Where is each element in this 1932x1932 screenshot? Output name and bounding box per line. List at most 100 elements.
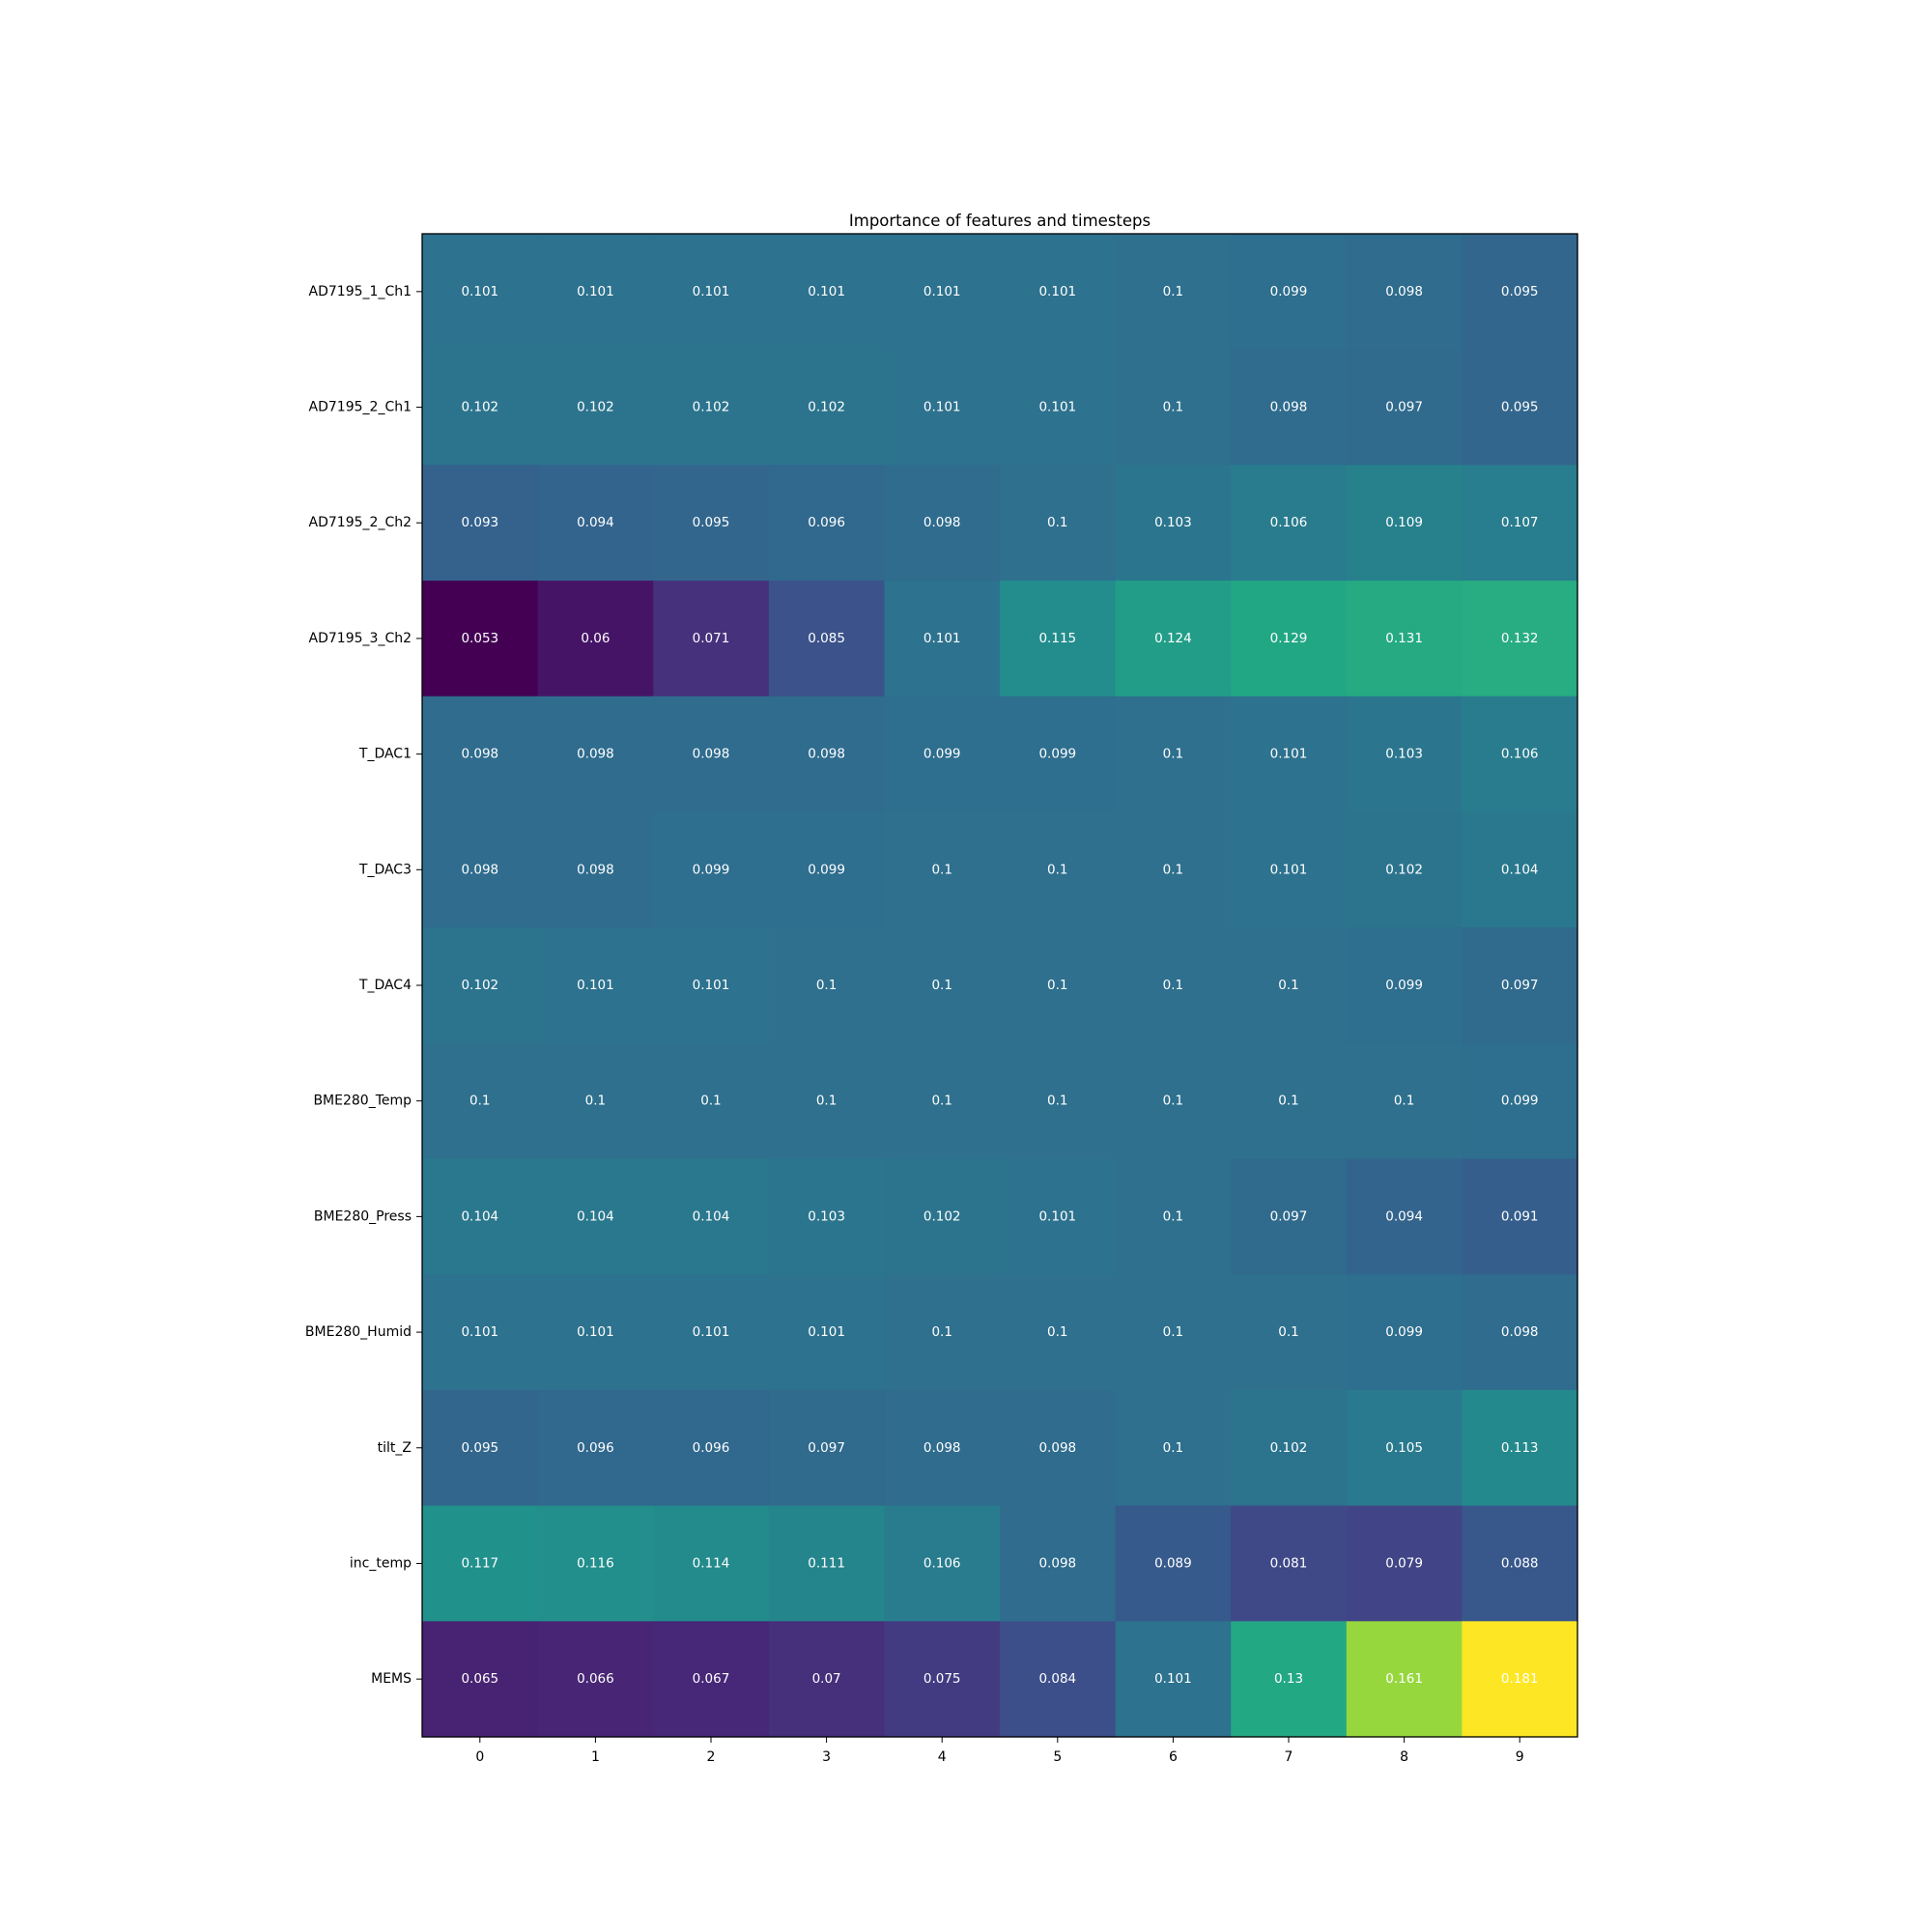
cell-value-label: 0.181 <box>1501 1671 1539 1687</box>
heatmap-cell <box>768 696 885 813</box>
cell-value-label: 0.13 <box>1274 1671 1303 1687</box>
cell-value-label: 0.096 <box>693 1440 730 1456</box>
heatmap-cell <box>1346 1389 1463 1507</box>
heatmap-cell <box>1462 1505 1578 1622</box>
cell-value-label: 0.098 <box>808 747 845 762</box>
cell-value-label: 0.085 <box>808 631 845 646</box>
heatmap-cell <box>768 1042 885 1160</box>
cell-value-label: 0.101 <box>923 631 961 646</box>
cell-value-label: 0.1 <box>1047 515 1067 530</box>
heatmap-cell <box>537 465 654 582</box>
heatmap-cell <box>1115 1389 1232 1507</box>
heatmap-cell <box>1346 349 1463 466</box>
heatmap-cell <box>1231 1389 1348 1507</box>
cell-value-label: 0.102 <box>1270 1440 1308 1456</box>
y-tick-label: T_DAC4 <box>358 978 412 993</box>
heatmap-cell <box>653 1274 770 1391</box>
cell-value-label: 0.105 <box>1385 1440 1423 1456</box>
y-tick-label: AD7195_1_Ch1 <box>309 284 412 299</box>
heatmap-cell <box>537 1389 654 1507</box>
x-tick-label: 3 <box>822 1749 831 1765</box>
heatmap-cell <box>653 1505 770 1622</box>
cell-value-label: 0.091 <box>1501 1208 1539 1224</box>
cell-value-label: 0.095 <box>461 1440 498 1456</box>
cell-value-label: 0.098 <box>1038 1555 1076 1571</box>
heatmap-cell <box>422 1274 539 1391</box>
heatmap-cell <box>884 465 1001 582</box>
heatmap-cell <box>768 811 885 928</box>
cell-value-label: 0.101 <box>1270 747 1308 762</box>
heatmap-cell <box>1346 581 1463 697</box>
cell-value-label: 0.113 <box>1501 1440 1539 1456</box>
cell-value-label: 0.101 <box>923 284 961 299</box>
heatmap-cell <box>1346 1621 1463 1738</box>
cell-value-label: 0.102 <box>1385 862 1423 877</box>
cell-value-label: 0.102 <box>577 400 614 415</box>
cell-value-label: 0.101 <box>923 400 961 415</box>
cell-value-label: 0.1 <box>1163 284 1183 299</box>
heatmap-cell <box>884 1505 1001 1622</box>
cell-value-label: 0.053 <box>461 631 498 646</box>
cell-value-label: 0.098 <box>577 862 614 877</box>
heatmap-cell <box>1115 811 1232 928</box>
cell-value-label: 0.106 <box>1270 515 1308 530</box>
cell-value-label: 0.079 <box>1385 1555 1423 1571</box>
heatmap-cell <box>653 234 770 351</box>
heatmap-cell <box>1346 1158 1463 1275</box>
cell-value-label: 0.1 <box>1047 1324 1067 1340</box>
heatmap-cell <box>1231 1274 1348 1391</box>
heatmap-cell <box>884 1042 1001 1160</box>
heatmap-cell <box>1231 1042 1348 1160</box>
heatmap-cell <box>1346 234 1463 351</box>
cell-value-label: 0.107 <box>1501 515 1539 530</box>
heatmap-cell <box>653 927 770 1044</box>
heatmap-cell <box>653 349 770 466</box>
heatmap-cell <box>1115 349 1232 466</box>
cell-value-label: 0.099 <box>1385 1324 1423 1340</box>
heatmap-cell <box>884 349 1001 466</box>
cell-value-label: 0.098 <box>461 747 498 762</box>
cell-value-label: 0.071 <box>693 631 730 646</box>
cell-value-label: 0.104 <box>461 1208 498 1224</box>
cell-value-label: 0.099 <box>1385 978 1423 993</box>
heatmap-cell <box>1462 234 1578 351</box>
heatmap-cell <box>1231 1158 1348 1275</box>
cell-value-label: 0.088 <box>1501 1555 1539 1571</box>
cell-value-label: 0.102 <box>693 400 730 415</box>
heatmap-cell <box>1115 1621 1232 1738</box>
heatmap-cell <box>768 465 885 582</box>
heatmap-cell <box>537 1505 654 1622</box>
cell-value-label: 0.1 <box>1163 747 1183 762</box>
heatmap-cell <box>537 927 654 1044</box>
heatmap-cell <box>884 234 1001 351</box>
y-tick-label: MEMS <box>371 1671 412 1687</box>
heatmap-cell <box>768 1389 885 1507</box>
heatmap-cell <box>768 1274 885 1391</box>
cell-value-label: 0.065 <box>461 1671 498 1687</box>
heatmap-cell <box>653 1621 770 1738</box>
cell-value-label: 0.1 <box>700 1094 721 1109</box>
heatmap-cell <box>768 1621 885 1738</box>
cell-value-label: 0.129 <box>1270 631 1308 646</box>
cell-value-label: 0.101 <box>577 978 614 993</box>
y-tick-label: BME280_Press <box>314 1208 412 1224</box>
cell-value-label: 0.114 <box>693 1555 730 1571</box>
cell-value-label: 0.111 <box>808 1555 845 1571</box>
cell-value-label: 0.101 <box>461 1324 498 1340</box>
heatmap-cell <box>768 234 885 351</box>
heatmap-cell <box>768 1158 885 1275</box>
cell-value-label: 0.1 <box>1163 1094 1183 1109</box>
heatmap-cell <box>768 1505 885 1622</box>
cell-value-label: 0.098 <box>923 1440 961 1456</box>
heatmap-cell <box>422 696 539 813</box>
x-tick-label: 1 <box>591 1749 600 1765</box>
cell-value-label: 0.103 <box>1154 515 1192 530</box>
cell-value-label: 0.1 <box>816 978 837 993</box>
heatmap-cell <box>1000 581 1117 697</box>
heatmap-cell <box>1000 349 1117 466</box>
cell-value-label: 0.1 <box>1047 862 1067 877</box>
heatmap-cell <box>422 1621 539 1738</box>
cell-value-label: 0.1 <box>1163 862 1183 877</box>
heatmap-cell <box>884 581 1001 697</box>
